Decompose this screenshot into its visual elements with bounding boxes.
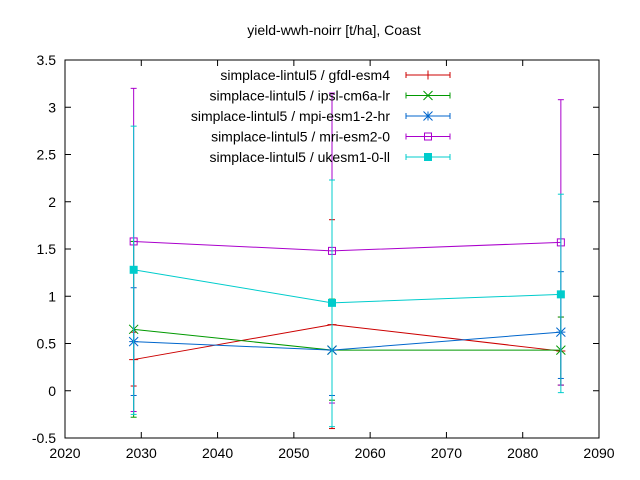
- x-tick-label: 2030: [126, 445, 157, 461]
- y-tick-label: -0.5: [32, 430, 56, 446]
- data-point: [328, 298, 336, 307]
- legend-item-1: simplace-lintul5 / ipsl-cm6a-lr: [210, 88, 451, 104]
- chart-title: yield-wwh-noirr [t/ha], Coast: [247, 22, 421, 38]
- x-tick-label: 2050: [278, 445, 309, 461]
- legend-item-3: simplace-lintul5 / mri-esm2-0: [211, 129, 451, 145]
- legend-label: simplace-lintul5 / ukesm1-0-ll: [209, 149, 390, 165]
- series-line: [133, 328, 561, 351]
- legend: simplace-lintul5 / gfdl-esm4 simplace-lin…: [191, 67, 451, 165]
- series-layer: [128, 87, 566, 430]
- y-tick-label: 0: [48, 383, 56, 399]
- x-tick-label: 2040: [202, 445, 233, 461]
- y-tick-label: 3.5: [37, 52, 57, 68]
- legend-item-2: simplace-lintul5 / mpi-esm1-2-hr: [191, 108, 451, 124]
- legend-label: simplace-lintul5 / mpi-esm1-2-hr: [191, 108, 391, 124]
- series-1: [128, 240, 566, 418]
- y-tick-label: 2.5: [37, 147, 57, 163]
- axes: 2020 2030 2040 2050 2060 2070 2080 2090 -0.5 0 0.5…: [32, 52, 615, 461]
- data-point: [129, 265, 138, 274]
- legend-item-0: simplace-lintul5 / gfdl-esm4: [220, 67, 451, 83]
- x-tick-label: 2070: [431, 445, 462, 461]
- legend-item-4: simplace-lintul5 / ukesm1-0-ll: [209, 149, 451, 165]
- series-2: [128, 271, 566, 396]
- legend-marker: [424, 153, 432, 161]
- legend-marker: [423, 90, 433, 101]
- y-tick-label: 3: [48, 99, 56, 115]
- data-point: [556, 290, 565, 299]
- x-tick-label: 2080: [507, 445, 538, 461]
- series-4: [129, 125, 565, 428]
- y-tick-label: 0.5: [37, 336, 57, 352]
- x-tick-label: 2060: [355, 445, 386, 461]
- legend-marker: [423, 70, 433, 80]
- legend-label: simplace-lintul5 / ipsl-cm6a-lr: [210, 88, 391, 104]
- y-tick-label: 2: [48, 194, 56, 210]
- series-line: [133, 324, 561, 361]
- series-line: [133, 240, 561, 252]
- x-tick-label: 2090: [583, 445, 614, 461]
- x-tick-label: 2020: [49, 445, 80, 461]
- y-tick-label: 1: [48, 288, 56, 304]
- series-line: [133, 331, 561, 351]
- legend-label: simplace-lintul5 / gfdl-esm4: [220, 67, 390, 83]
- series-0: [129, 219, 566, 430]
- y-tick-label: 1.5: [37, 241, 57, 257]
- legend-label: simplace-lintul5 / mri-esm2-0: [211, 129, 390, 145]
- legend-marker: [424, 132, 432, 141]
- series-line: [133, 269, 561, 304]
- legend-marker: [423, 111, 433, 121]
